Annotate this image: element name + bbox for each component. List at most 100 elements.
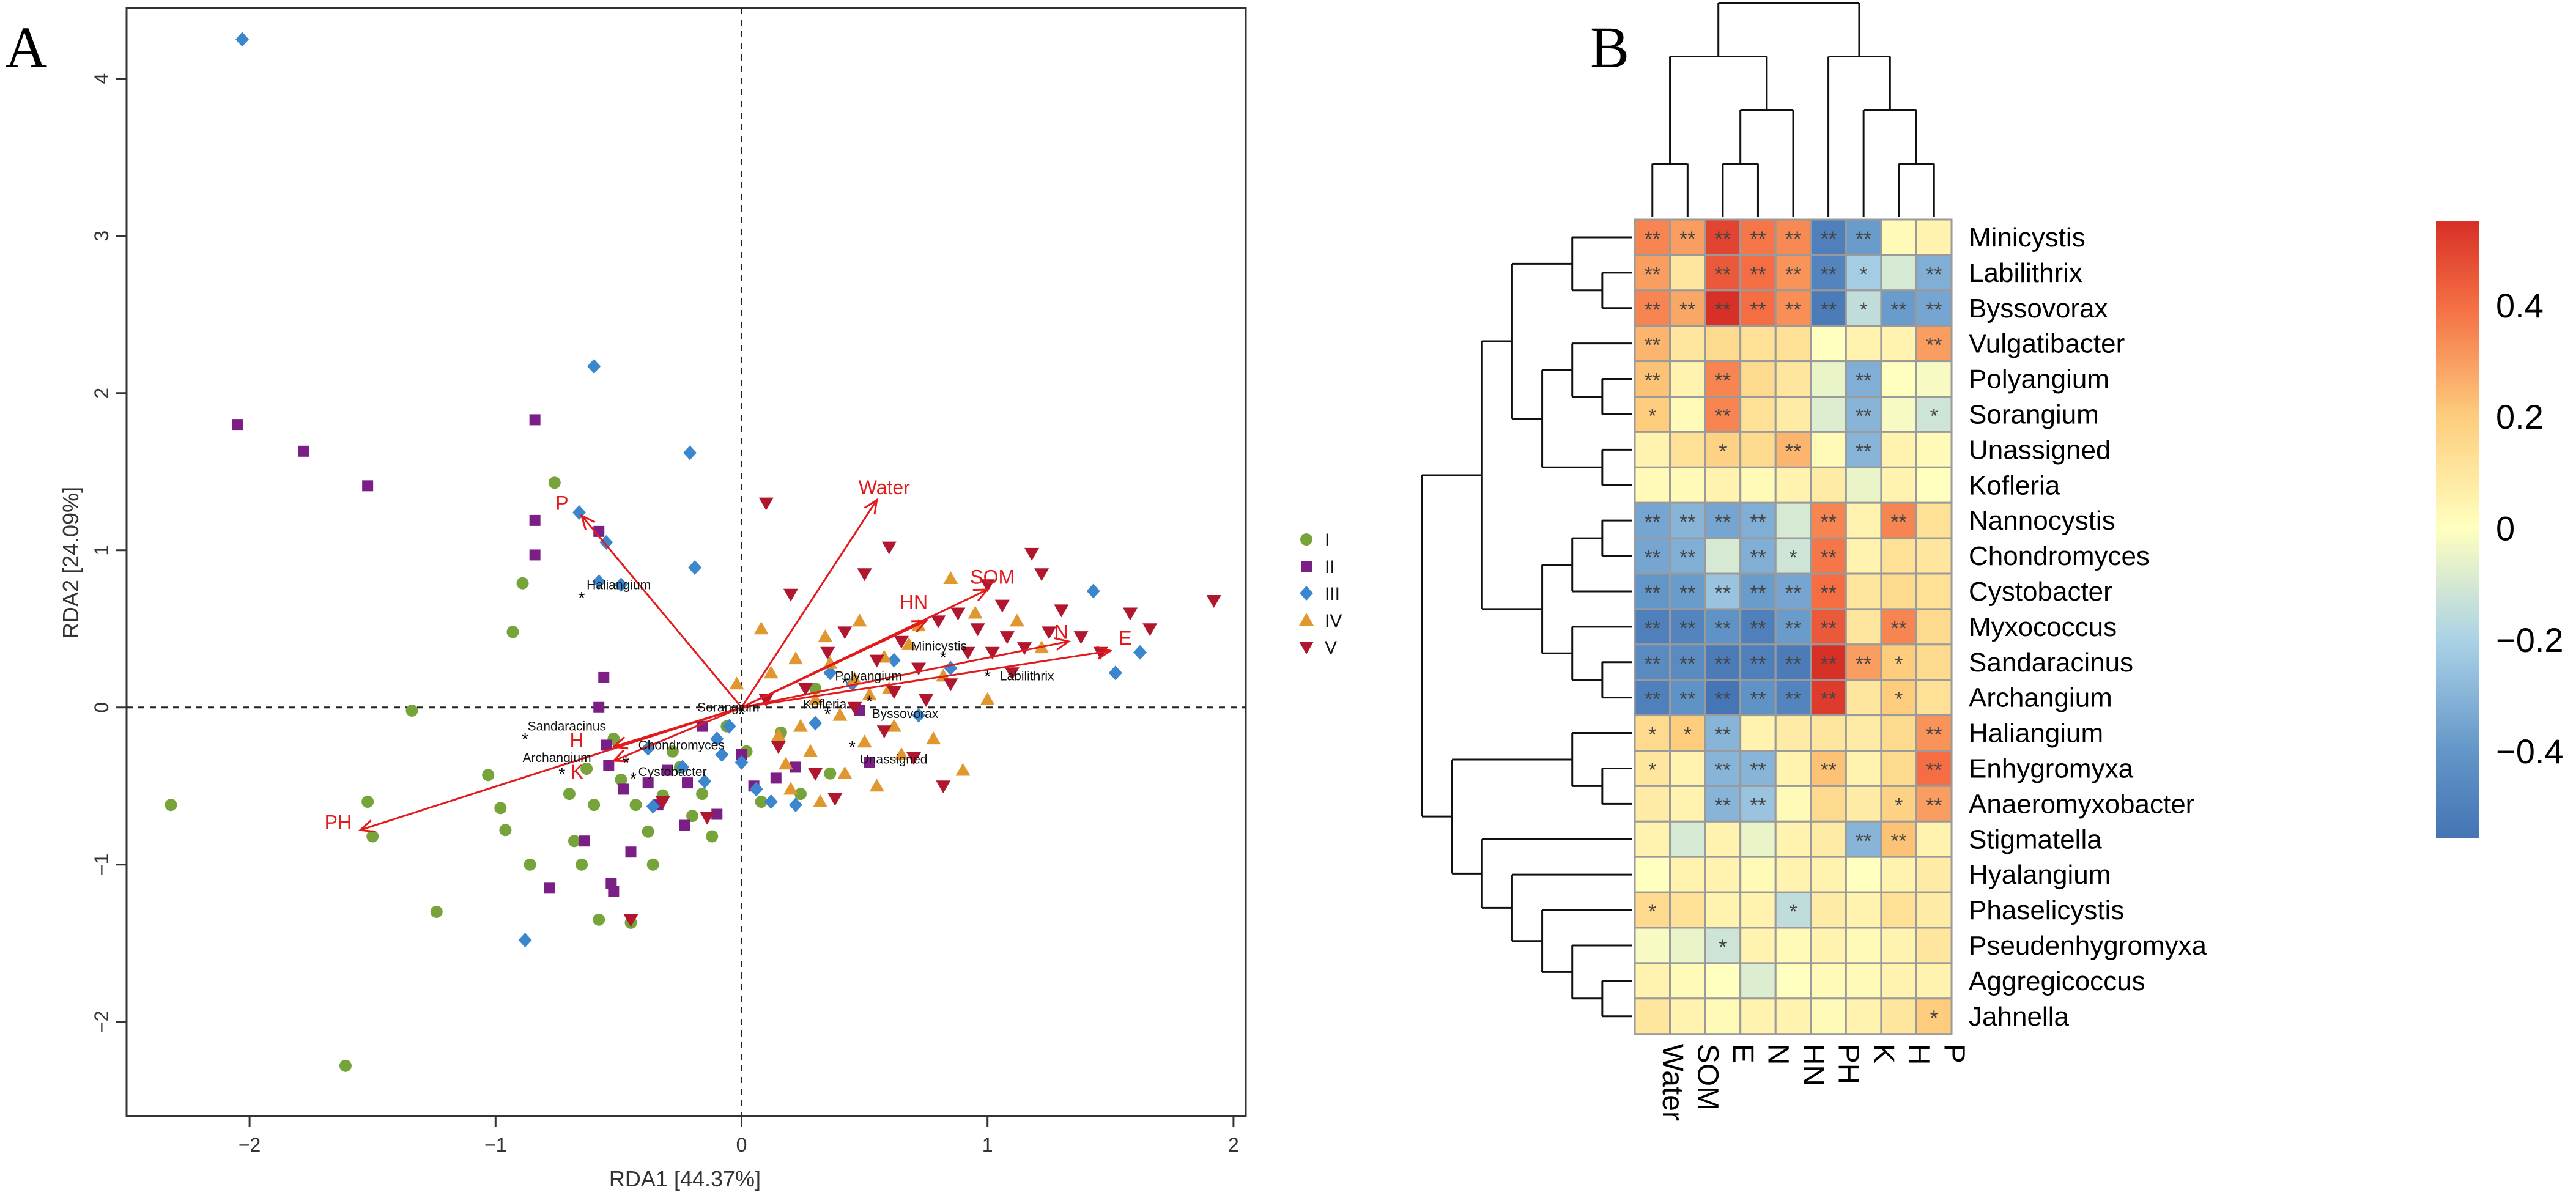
- colorbar-segment: [2436, 566, 2479, 571]
- significance-marker: **: [1820, 546, 1836, 569]
- heatmap-cell: [1704, 856, 1742, 893]
- point-group-iv: [886, 719, 901, 732]
- heatmap-cell: [1669, 962, 1706, 1000]
- significance-marker: **: [1750, 617, 1766, 640]
- colorbar-segment: [2436, 772, 2479, 776]
- heatmap-cell: [1845, 997, 1882, 1035]
- point-group-v: [1042, 626, 1057, 640]
- heatmap-cell: [1634, 962, 1671, 1000]
- significance-marker: **: [1645, 546, 1660, 569]
- point-group-v: [827, 793, 843, 806]
- significance-marker: **: [1785, 582, 1801, 605]
- heatmap-cell: [1845, 927, 1882, 964]
- heatmap-cell: [1810, 714, 1847, 752]
- significance-marker: **: [1856, 369, 1871, 393]
- colorbar-segment: [2436, 475, 2479, 479]
- significance-marker: *: [1895, 688, 1903, 711]
- colorbar-segment: [2436, 328, 2479, 332]
- colorbar-segment: [2436, 786, 2479, 791]
- heatmap-cell: [1634, 396, 1671, 433]
- colorbar-segment: [2436, 761, 2479, 765]
- point-group-iii: [710, 731, 724, 747]
- colorbar-segment: [2436, 720, 2479, 725]
- point-group-v: [1093, 646, 1108, 660]
- colorbar-segment: [2436, 794, 2479, 798]
- point-group-iv: [943, 571, 958, 584]
- colorbar-segment: [2436, 361, 2479, 365]
- colorbar-segment: [2436, 779, 2479, 783]
- heatmap-cell: [1669, 466, 1706, 504]
- significance-marker: **: [1890, 298, 1906, 322]
- legend-swatch-i: [1300, 533, 1312, 546]
- point-group-i: [494, 802, 507, 815]
- colorbar-segment: [2436, 636, 2479, 640]
- colorbar-segment: [2436, 284, 2479, 288]
- row-label-cystobacter: Cystobacter: [1969, 577, 2112, 607]
- point-group-iii: [1086, 583, 1100, 599]
- species-label-labilithrix: Labilithrix: [1000, 669, 1054, 683]
- significance-marker: **: [1785, 263, 1801, 286]
- row-label-phaselicystis: Phaselicystis: [1969, 895, 2124, 925]
- heatmap-cell: [1739, 820, 1777, 858]
- colorbar-segment: [2436, 717, 2479, 721]
- colorbar-segment: [2436, 416, 2479, 420]
- heatmap-cell: [1880, 643, 1917, 681]
- colorbar-segment: [2436, 764, 2479, 769]
- point-group-i: [755, 795, 768, 808]
- point-group-v: [999, 631, 1015, 645]
- heatmap-cell: [1704, 643, 1742, 681]
- heatmap-cell: [1739, 997, 1777, 1035]
- rda-points: [165, 32, 1221, 1072]
- colorbar-segment: [2436, 420, 2479, 424]
- heatmap-cell: [1845, 572, 1882, 610]
- point-group-v: [881, 541, 897, 555]
- vector-arrowhead: [580, 514, 596, 530]
- heatmap-cell: [1880, 750, 1917, 787]
- heatmap-cell: [1845, 891, 1882, 929]
- row-label-unassigned: Unassigned: [1969, 435, 2111, 465]
- significance-marker: **: [1750, 511, 1766, 534]
- heatmap-cell: [1810, 466, 1847, 504]
- point-group-i: [686, 810, 699, 823]
- heatmap-cell: [1669, 254, 1706, 292]
- point-group-v: [970, 623, 985, 637]
- significance-marker: *: [1895, 653, 1903, 676]
- heatmap-cell: [1880, 962, 1917, 1000]
- colorbar-segment: [2436, 478, 2479, 483]
- colorbar-segment: [2436, 713, 2479, 717]
- row-label-anaeromyxobacter: Anaeromyxobacter: [1969, 789, 2194, 819]
- heatmap-cell: [1669, 325, 1706, 363]
- colorbar-segment: [2436, 221, 2479, 226]
- heatmap-cells: ** ** ** ** ** ** **** ** ** ** ** * **** ** ** ** ** ** *…: [1634, 218, 1953, 1035]
- colorbar-segment: [2436, 240, 2479, 244]
- significance-marker: **: [1785, 688, 1801, 711]
- colorbar-segment: [2436, 273, 2479, 277]
- point-group-i: [794, 788, 807, 801]
- significance-marker: **: [1750, 298, 1766, 322]
- vector-ph: [360, 706, 742, 831]
- colorbar-segment: [2436, 662, 2479, 666]
- heatmap-cell: [1880, 891, 1917, 929]
- species-marker: *: [849, 738, 856, 757]
- colorbar-segment: [2436, 401, 2479, 405]
- point-group-v: [1017, 642, 1032, 656]
- colorbar-segment: [2436, 464, 2479, 468]
- heatmap-cell: [1669, 360, 1706, 398]
- significance-marker: **: [1750, 263, 1766, 286]
- colorbar-segment: [2436, 482, 2479, 486]
- heatmap-cell: [1845, 856, 1882, 893]
- point-group-ii: [662, 764, 673, 776]
- point-group-iii: [887, 653, 901, 668]
- row-label-aggregicoccus: Aggregicoccus: [1969, 966, 2145, 996]
- heatmap-cell: [1810, 289, 1847, 327]
- heatmap-cell: [1669, 785, 1706, 823]
- colorbar-segment: [2436, 596, 2479, 600]
- point-group-v: [857, 568, 872, 582]
- colorbar-segment: [2436, 339, 2479, 343]
- significance-marker: **: [1820, 263, 1836, 286]
- colorbar-segment: [2436, 537, 2479, 541]
- significance-marker: **: [1926, 723, 1942, 747]
- heatmap-cell: [1845, 820, 1882, 858]
- point-group-ii: [231, 419, 243, 431]
